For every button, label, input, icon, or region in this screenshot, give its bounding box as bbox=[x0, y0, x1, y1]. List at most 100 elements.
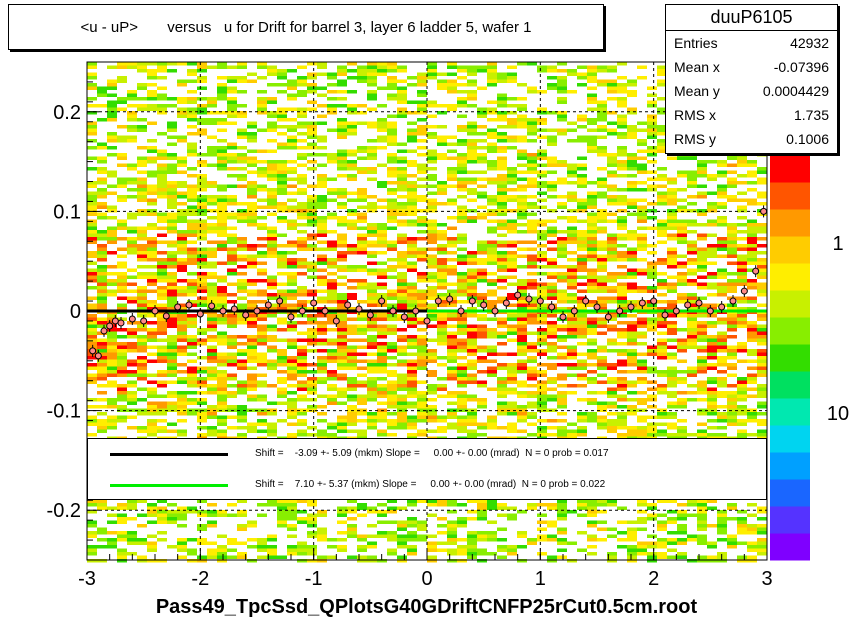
heatmap-cell bbox=[487, 520, 497, 524]
heatmap-cell bbox=[557, 111, 567, 115]
heatmap-cell bbox=[197, 426, 207, 430]
heatmap-cell bbox=[317, 296, 327, 300]
heatmap-cell bbox=[677, 254, 687, 258]
heatmap-cell bbox=[447, 426, 457, 430]
heatmap-cell bbox=[577, 419, 587, 423]
heatmap-cell bbox=[677, 349, 687, 353]
heatmap-cell bbox=[647, 545, 657, 549]
heatmap-cell bbox=[187, 366, 197, 370]
heatmap-cell bbox=[207, 412, 217, 416]
heatmap-cell bbox=[567, 422, 577, 426]
heatmap-cell bbox=[367, 321, 377, 325]
heatmap-cell bbox=[457, 104, 467, 108]
heatmap-cell bbox=[127, 90, 137, 94]
heatmap-cell bbox=[517, 559, 527, 563]
heatmap-cell bbox=[117, 415, 127, 419]
heatmap-cell bbox=[447, 559, 457, 563]
heatmap-cell bbox=[287, 524, 297, 528]
heatmap-cell bbox=[97, 156, 107, 160]
heatmap-cell bbox=[617, 97, 627, 101]
heatmap-cell bbox=[387, 506, 397, 510]
heatmap-cell bbox=[637, 240, 647, 244]
heatmap-cell bbox=[307, 167, 317, 171]
heatmap-cell bbox=[317, 219, 327, 223]
heatmap-cell bbox=[477, 359, 487, 363]
heatmap-cell bbox=[217, 387, 227, 391]
heatmap-cell bbox=[547, 230, 557, 234]
heatmap-cell bbox=[307, 247, 317, 251]
heatmap-cell bbox=[267, 244, 277, 248]
heatmap-cell bbox=[567, 237, 577, 241]
heatmap-cell bbox=[347, 506, 357, 510]
heatmap-cell bbox=[167, 394, 177, 398]
heatmap-cell bbox=[647, 268, 657, 272]
heatmap-cell bbox=[287, 205, 297, 209]
heatmap-cell bbox=[607, 247, 617, 251]
heatmap-cell bbox=[347, 251, 357, 255]
heatmap-cell bbox=[617, 349, 627, 353]
heatmap-cell bbox=[297, 212, 307, 216]
heatmap-cell bbox=[287, 422, 297, 426]
heatmap-cell bbox=[227, 384, 237, 388]
heatmap-cell bbox=[307, 426, 317, 430]
heatmap-cell bbox=[667, 177, 677, 181]
heatmap-cell bbox=[307, 331, 317, 335]
heatmap-cell bbox=[597, 111, 607, 115]
heatmap-cell bbox=[547, 314, 557, 318]
heatmap-cell bbox=[217, 90, 227, 94]
heatmap-cell bbox=[557, 216, 567, 220]
heatmap-cell bbox=[317, 177, 327, 181]
heatmap-cell bbox=[567, 230, 577, 234]
heatmap-cell bbox=[417, 79, 427, 83]
heatmap-cell bbox=[597, 226, 607, 230]
heatmap-cell bbox=[337, 419, 347, 423]
heatmap-cell bbox=[237, 419, 247, 423]
heatmap-cell bbox=[277, 520, 287, 524]
heatmap-cell bbox=[507, 244, 517, 248]
heatmap-cell bbox=[467, 538, 477, 542]
heatmap-cell bbox=[117, 342, 127, 346]
heatmap-cell bbox=[177, 156, 187, 160]
heatmap-cell bbox=[477, 272, 487, 276]
heatmap-cell bbox=[247, 223, 257, 227]
heatmap-cell bbox=[297, 352, 307, 356]
heatmap-cell bbox=[277, 363, 287, 367]
heatmap-cell bbox=[267, 226, 277, 230]
heatmap-cell bbox=[597, 359, 607, 363]
heatmap-cell bbox=[417, 111, 427, 115]
heatmap-cell bbox=[337, 314, 347, 318]
heatmap-cell bbox=[167, 349, 177, 353]
heatmap-cell bbox=[507, 391, 517, 395]
heatmap-cell bbox=[317, 405, 327, 409]
heatmap-cell bbox=[357, 384, 367, 388]
heatmap-cell bbox=[137, 335, 147, 339]
heatmap-cell bbox=[557, 503, 567, 507]
heatmap-cell bbox=[147, 412, 157, 416]
heatmap-cell bbox=[177, 114, 187, 118]
heatmap-cell bbox=[407, 499, 417, 503]
heatmap-cell bbox=[417, 380, 427, 384]
heatmap-cell bbox=[267, 548, 277, 552]
heatmap-cell bbox=[197, 118, 207, 122]
heatmap-cell bbox=[137, 345, 147, 349]
heatmap-cell bbox=[237, 415, 247, 419]
heatmap-cell bbox=[557, 335, 567, 339]
heatmap-cell bbox=[457, 503, 467, 507]
heatmap-cell bbox=[327, 76, 337, 80]
heatmap-cell bbox=[577, 377, 587, 381]
heatmap-cell bbox=[357, 233, 367, 237]
heatmap-cell bbox=[427, 317, 437, 321]
heatmap-cell bbox=[387, 345, 397, 349]
heatmap-cell bbox=[527, 62, 537, 66]
heatmap-cell bbox=[217, 153, 227, 157]
heatmap-cell bbox=[527, 272, 537, 276]
heatmap-cell bbox=[617, 146, 627, 150]
heatmap-cell bbox=[447, 356, 457, 360]
heatmap-cell bbox=[277, 359, 287, 363]
heatmap-cell bbox=[497, 160, 507, 164]
heatmap-cell bbox=[477, 559, 487, 563]
heatmap-cell bbox=[277, 142, 287, 146]
heatmap-cell bbox=[437, 286, 447, 290]
heatmap-cell bbox=[597, 118, 607, 122]
heatmap-cell bbox=[317, 153, 327, 157]
